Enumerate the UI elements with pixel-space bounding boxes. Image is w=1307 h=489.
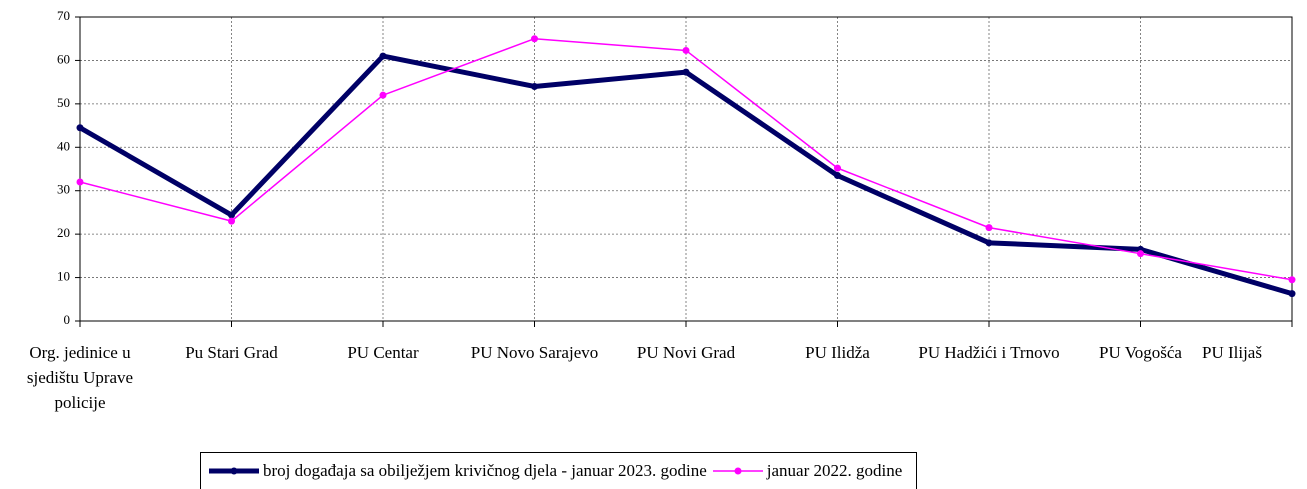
y-tick-label: 10: [57, 269, 70, 284]
legend-point: [734, 467, 742, 475]
point: [834, 164, 841, 172]
point: [834, 172, 841, 180]
point: [682, 68, 690, 76]
y-tick-label: 60: [57, 51, 70, 66]
x-tick-label: Org. jedinice u sjedištu Uprave policije: [26, 343, 134, 412]
legend-swatch: [209, 467, 259, 475]
y-tick-label: 70: [57, 8, 70, 23]
x-tick-label: PU Ilidža: [805, 343, 870, 362]
point: [1137, 250, 1144, 258]
x-tick-label: Pu Stari Grad: [185, 343, 278, 362]
x-tick-label: PU Vogošća: [1099, 343, 1182, 362]
point: [379, 52, 387, 60]
point: [76, 124, 84, 132]
plot-border: [79, 16, 1293, 322]
legend-label: broj događaja sa obilježjem krivičnog dj…: [263, 461, 707, 480]
point: [1288, 276, 1296, 284]
x-tick-label: PU Novi Grad: [636, 343, 736, 362]
point: [985, 224, 993, 232]
legend-item: januar 2022. godine: [712, 461, 903, 481]
y-tick-label: 50: [57, 95, 70, 110]
y-tick-label: 30: [57, 182, 70, 197]
x-tick-label: PU Hadžići i Trnovo: [918, 343, 1060, 362]
point: [1288, 290, 1296, 298]
point: [531, 35, 538, 43]
x-tick-label: PU Novo Sarajevo: [470, 343, 599, 362]
legend-swatch: [712, 467, 763, 475]
y-tick-label: 40: [57, 138, 70, 153]
y-tick-label: 20: [57, 225, 70, 240]
x-tick-label: PU Ilijaš: [1202, 343, 1262, 362]
point: [76, 178, 84, 186]
legend-label: januar 2022. godine: [766, 461, 903, 480]
point: [985, 239, 993, 247]
point: [228, 211, 235, 219]
legend: broj događaja sa obilježjem krivičnog dj…: [200, 452, 918, 489]
point: [682, 46, 690, 54]
point: [379, 91, 387, 99]
point: [228, 217, 235, 225]
legend-item: broj događaja sa obilježjem krivičnog dj…: [209, 461, 707, 481]
point: [531, 82, 538, 90]
y-tick-label: 0: [64, 312, 71, 327]
legend-point: [230, 467, 238, 475]
x-tick-label: PU Centar: [347, 343, 419, 362]
